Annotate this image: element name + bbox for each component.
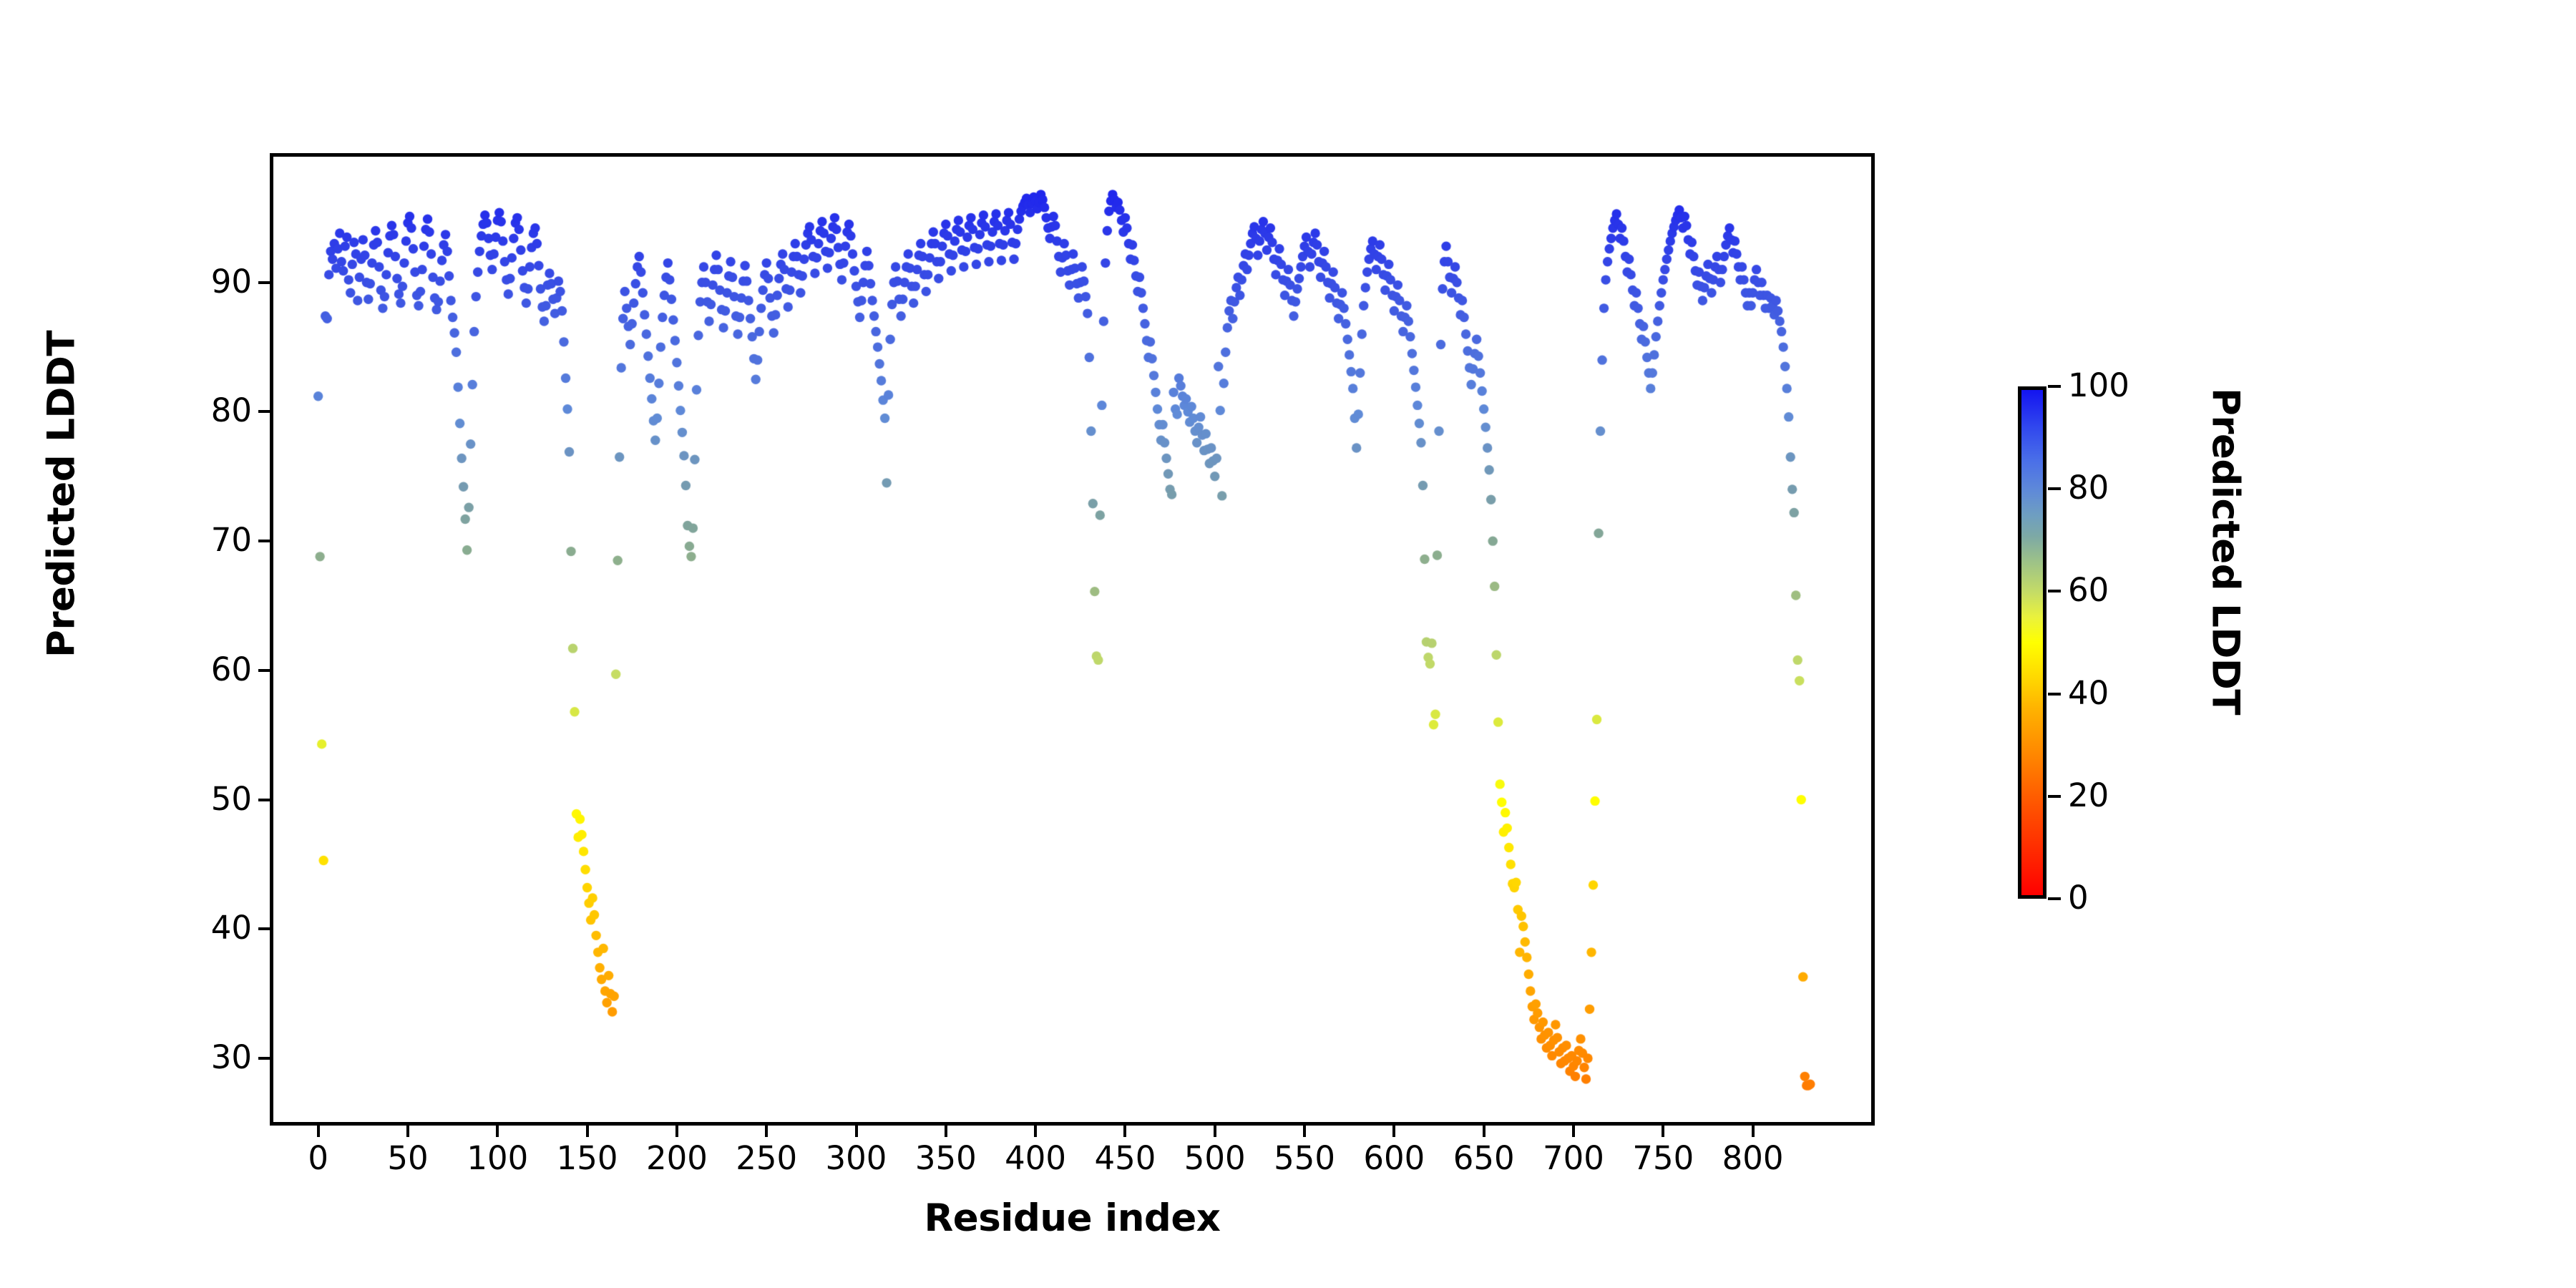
- colorbar-tick-mark: [2048, 385, 2061, 388]
- x-tick-mark: [585, 1126, 589, 1137]
- x-tick-label: 100: [467, 1139, 529, 1177]
- y-tick-label: 80: [210, 391, 252, 430]
- x-tick-mark: [765, 1126, 769, 1137]
- y-tick-label: 60: [210, 650, 252, 688]
- y-tick-mark: [258, 1057, 270, 1060]
- y-tick-label: 30: [210, 1038, 252, 1077]
- x-axis-title: Residue index: [924, 1196, 1221, 1240]
- x-tick-mark: [496, 1126, 499, 1137]
- y-tick-mark: [258, 927, 270, 931]
- x-tick-label: 550: [1274, 1139, 1335, 1177]
- colorbar-tick-mark: [2048, 590, 2061, 593]
- y-tick-label: 40: [210, 909, 252, 947]
- colorbar-tick-label: 0: [2068, 879, 2089, 917]
- x-tick-mark: [316, 1126, 320, 1137]
- x-tick-label: 150: [556, 1139, 618, 1177]
- x-tick-label: 400: [1005, 1139, 1067, 1177]
- colorbar-tick-label: 40: [2068, 673, 2109, 712]
- x-tick-mark: [944, 1126, 947, 1137]
- x-tick-mark: [1751, 1126, 1755, 1137]
- y-axis-title: Predicted LDDT: [39, 330, 84, 658]
- x-tick-label: 800: [1722, 1139, 1784, 1177]
- x-tick-mark: [1034, 1126, 1038, 1137]
- colorbar-tick-mark: [2048, 692, 2061, 696]
- x-tick-label: 600: [1363, 1139, 1425, 1177]
- scatter-plot-axes: [270, 153, 1875, 1126]
- y-tick-label: 90: [210, 262, 252, 301]
- x-tick-mark: [1213, 1126, 1216, 1137]
- x-tick-mark: [675, 1126, 678, 1137]
- colorbar-tick-mark: [2048, 794, 2061, 798]
- colorbar-tick-label: 100: [2068, 366, 2129, 404]
- x-tick-label: 500: [1184, 1139, 1246, 1177]
- x-tick-mark: [1571, 1126, 1575, 1137]
- y-tick-mark: [258, 540, 270, 543]
- colorbar-tick-mark: [2048, 487, 2061, 491]
- x-tick-label: 450: [1094, 1139, 1156, 1177]
- x-tick-label: 350: [914, 1139, 977, 1177]
- x-tick-mark: [1123, 1126, 1127, 1137]
- colorbar-gradient: [2018, 386, 2046, 899]
- x-tick-mark: [1303, 1126, 1307, 1137]
- colorbar-tick-label: 80: [2068, 469, 2109, 507]
- x-tick-mark: [1662, 1126, 1665, 1137]
- x-tick-label: 700: [1543, 1139, 1604, 1177]
- y-tick-label: 70: [210, 521, 252, 560]
- x-tick-label: 750: [1632, 1139, 1694, 1177]
- y-tick-mark: [258, 798, 270, 801]
- x-tick-mark: [1392, 1126, 1396, 1137]
- y-tick-mark: [258, 280, 270, 284]
- x-tick-label: 50: [387, 1139, 429, 1177]
- x-tick-mark: [854, 1126, 858, 1137]
- x-tick-label: 250: [736, 1139, 798, 1177]
- scatter-points-layer: [273, 157, 1871, 1122]
- colorbar: [2018, 386, 2046, 899]
- colorbar-tick-label: 60: [2068, 571, 2109, 610]
- y-tick-mark: [258, 410, 270, 414]
- colorbar-title: Predicted LDDT: [2203, 387, 2248, 716]
- y-tick-mark: [258, 668, 270, 672]
- colorbar-tick-label: 20: [2068, 776, 2109, 814]
- x-tick-label: 300: [825, 1139, 887, 1177]
- x-tick-label: 650: [1453, 1139, 1515, 1177]
- x-tick-mark: [406, 1126, 409, 1137]
- y-tick-label: 50: [210, 779, 252, 818]
- x-tick-label: 0: [308, 1139, 328, 1177]
- x-tick-label: 200: [645, 1139, 708, 1177]
- x-tick-mark: [1482, 1126, 1485, 1137]
- colorbar-tick-mark: [2048, 897, 2061, 900]
